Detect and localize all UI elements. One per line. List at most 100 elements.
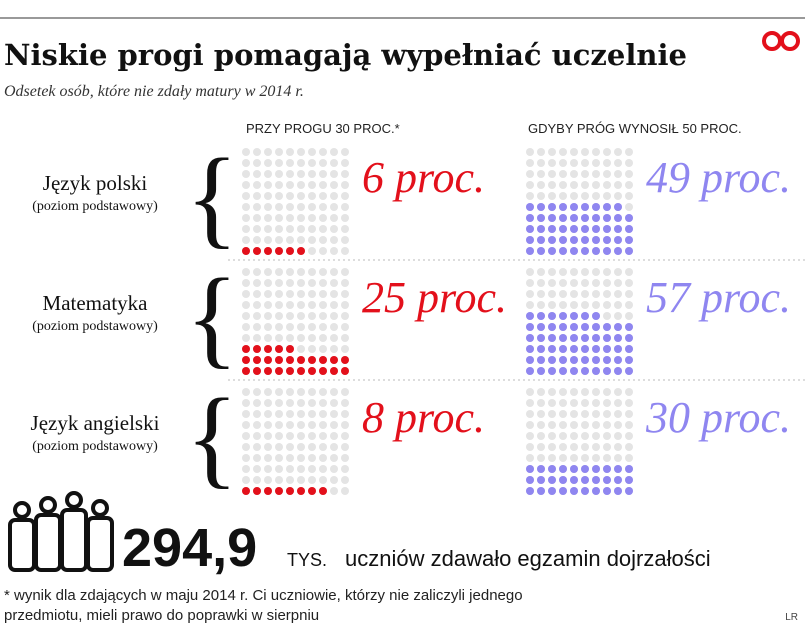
background-dot: [275, 170, 283, 178]
dot: [537, 465, 545, 473]
dot: [537, 334, 545, 342]
background-dot: [264, 170, 272, 178]
background-dot: [559, 443, 567, 451]
dot: [581, 356, 589, 364]
background-dot: [592, 159, 600, 167]
dot: [548, 225, 556, 233]
background-dot: [308, 323, 316, 331]
background-dot: [559, 192, 567, 200]
background-dot: [526, 192, 534, 200]
background-dot: [341, 148, 349, 156]
background-dot: [581, 290, 589, 298]
background-dot: [275, 290, 283, 298]
dot: [297, 487, 305, 495]
background-dot: [570, 170, 578, 178]
dot: [537, 214, 545, 222]
background-dot: [330, 290, 338, 298]
background-dot: [297, 181, 305, 189]
dot: [548, 476, 556, 484]
background-dot: [614, 170, 622, 178]
background-dot: [559, 388, 567, 396]
background-dot: [548, 410, 556, 418]
dot: [537, 247, 545, 255]
background-dot: [526, 148, 534, 156]
dot: [559, 356, 567, 364]
background-dot: [275, 181, 283, 189]
value-label: 49 proc.: [646, 153, 791, 202]
background-dot: [242, 410, 250, 418]
dot: [526, 214, 534, 222]
dot: [625, 334, 633, 342]
dot: [537, 225, 545, 233]
background-dot: [297, 399, 305, 407]
background-dot: [559, 170, 567, 178]
background-dot: [242, 432, 250, 440]
background-dot: [308, 159, 316, 167]
background-dot: [537, 454, 545, 462]
dot: [614, 356, 622, 364]
background-dot: [253, 334, 261, 342]
dot: [614, 203, 622, 211]
background-dot: [559, 279, 567, 287]
background-dot: [559, 421, 567, 429]
background-dot: [581, 388, 589, 396]
dot: [581, 465, 589, 473]
dot: [614, 476, 622, 484]
dot: [625, 487, 633, 495]
background-dot: [592, 148, 600, 156]
background-dot: [592, 454, 600, 462]
background-dot: [275, 159, 283, 167]
background-dot: [603, 181, 611, 189]
dot: [625, 214, 633, 222]
background-dot: [526, 388, 534, 396]
dot: [559, 465, 567, 473]
background-dot: [253, 465, 261, 473]
dot: [559, 236, 567, 244]
background-dot: [297, 345, 305, 353]
background-dot: [592, 388, 600, 396]
background-dot: [559, 301, 567, 309]
background-dot: [286, 279, 294, 287]
background-dot: [297, 192, 305, 200]
dot: [548, 236, 556, 244]
background-dot: [275, 192, 283, 200]
background-dot: [603, 148, 611, 156]
background-dot: [341, 323, 349, 331]
dot: [264, 487, 272, 495]
background-dot: [286, 192, 294, 200]
background-dot: [341, 192, 349, 200]
dot: [592, 465, 600, 473]
background-dot: [570, 290, 578, 298]
background-dot: [253, 279, 261, 287]
background-dot: [330, 181, 338, 189]
background-dot: [341, 247, 349, 255]
background-dot: [286, 159, 294, 167]
dot: [559, 476, 567, 484]
background-dot: [286, 268, 294, 276]
background-dot: [548, 454, 556, 462]
background-dot: [330, 421, 338, 429]
background-dot: [319, 170, 327, 178]
background-dot: [253, 312, 261, 320]
background-dot: [341, 443, 349, 451]
dot: [614, 334, 622, 342]
background-dot: [592, 432, 600, 440]
background-dot: [264, 432, 272, 440]
background-dot: [526, 170, 534, 178]
background-dot: [559, 410, 567, 418]
total-label: uczniów zdawało egzamin dojrzałości: [345, 546, 711, 571]
dot: [264, 247, 272, 255]
dot: [548, 465, 556, 473]
background-dot: [330, 159, 338, 167]
background-dot: [330, 225, 338, 233]
background-dot: [341, 159, 349, 167]
dot: [581, 312, 589, 320]
background-dot: [614, 301, 622, 309]
background-dot: [592, 181, 600, 189]
background-dot: [526, 443, 534, 451]
dot: [614, 214, 622, 222]
background-dot: [570, 388, 578, 396]
dot: [603, 345, 611, 353]
background-dot: [319, 301, 327, 309]
dot: [614, 367, 622, 375]
